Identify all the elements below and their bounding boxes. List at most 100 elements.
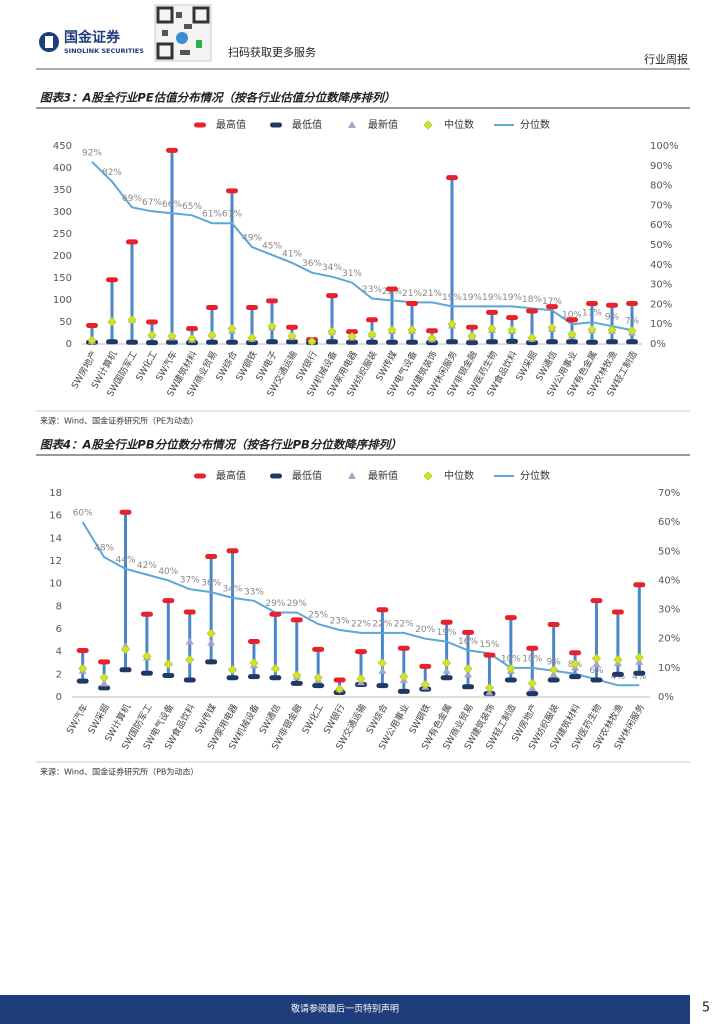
percentile-line <box>81 521 640 687</box>
y-tick-label: 0 <box>56 692 62 703</box>
percentile-label: 4% <box>611 672 626 682</box>
percentile-label: 36% <box>302 259 322 269</box>
max-marker <box>146 319 158 325</box>
max-marker <box>206 304 218 310</box>
max-marker <box>566 317 578 323</box>
median-marker <box>567 329 577 339</box>
percentile-label: 31% <box>342 269 362 279</box>
median-marker <box>549 665 559 675</box>
chart: 图表4：A股全行业PB分位数分布情况（按各行业PB分位数降序排列） 来源：Wind… <box>36 438 690 777</box>
percentile-label: 25% <box>308 611 328 621</box>
percentile-label: 33% <box>244 587 264 597</box>
median-marker <box>547 323 557 333</box>
percentile-label: 23% <box>362 285 382 295</box>
max-marker <box>462 629 475 635</box>
max-marker <box>483 652 496 658</box>
max-marker <box>162 598 175 604</box>
y2-tick-label: 20% <box>650 299 672 310</box>
median-marker <box>570 659 580 669</box>
max-marker <box>166 147 178 153</box>
min-marker <box>376 683 389 689</box>
min-marker <box>547 677 560 683</box>
logo-icon-inner <box>45 36 53 48</box>
y2-tick-label: 50% <box>650 240 672 251</box>
median-marker <box>292 670 302 681</box>
y2-tick-label: 90% <box>650 161 672 172</box>
min-marker <box>326 339 338 345</box>
y-tick-label: 150 <box>53 273 72 284</box>
header: 国金证券 SINOLINK SECURITIES 扫码获取更多服务 行业周报 <box>36 4 690 70</box>
y-tick-label: 200 <box>53 251 72 262</box>
min-marker <box>98 685 111 691</box>
percentile-label: 29% <box>287 599 307 609</box>
latest-marker <box>100 679 109 687</box>
percentile-label: 18% <box>522 295 542 305</box>
y-tick-label: 400 <box>53 163 72 174</box>
legend-label: 中位数 <box>444 469 474 482</box>
min-marker <box>366 339 378 345</box>
percentile-label: 49% <box>242 233 262 243</box>
median-marker <box>347 331 357 342</box>
percentile-label: 69% <box>122 194 142 204</box>
max-marker <box>355 649 367 655</box>
min-marker <box>611 671 624 677</box>
min-marker <box>266 339 278 345</box>
y2-tick-label: 50% <box>658 546 680 557</box>
max-marker <box>526 308 538 314</box>
min-marker <box>286 339 298 345</box>
legend-label: 最高值 <box>216 118 246 131</box>
legend-symbol <box>194 122 206 128</box>
qr-caption: 扫码获取更多服务 <box>228 45 316 59</box>
median-marker <box>267 321 277 331</box>
max-marker <box>205 553 218 559</box>
legend-label: 最低值 <box>292 469 322 482</box>
percentile-label: 23% <box>330 616 350 626</box>
min-marker <box>566 339 578 345</box>
percentile-label: 19% <box>482 293 502 303</box>
max-marker <box>290 617 303 623</box>
y2-tick-label: 100% <box>650 141 679 152</box>
max-marker <box>386 286 398 292</box>
median-marker <box>591 653 602 664</box>
y2-tick-label: 0% <box>658 692 674 703</box>
percentile-label: 22% <box>394 619 414 629</box>
max-marker <box>226 188 238 194</box>
min-marker <box>106 339 118 345</box>
y2-tick-label: 60% <box>658 517 680 528</box>
min-marker <box>504 677 517 683</box>
min-marker <box>166 339 178 345</box>
median-marker <box>377 658 387 668</box>
min-marker <box>462 684 475 690</box>
percentile-label: 41% <box>282 249 302 259</box>
median-marker <box>487 324 497 334</box>
median-marker <box>634 652 644 662</box>
max-marker <box>346 329 358 335</box>
median-marker <box>367 329 377 339</box>
max-marker <box>326 293 338 299</box>
median-marker <box>147 330 157 340</box>
median-marker <box>206 628 216 639</box>
max-marker <box>547 621 560 627</box>
y2-tick-label: 70% <box>650 200 672 211</box>
chart-title: 图表4：A股全行业PB分位数分布情况（按各行业PB分位数降序排列） <box>40 438 402 452</box>
percentile-label: 11% <box>582 309 602 319</box>
qr-code <box>154 4 212 62</box>
max-marker <box>419 663 432 669</box>
median-marker <box>447 319 457 329</box>
latest-marker <box>592 660 601 668</box>
min-marker <box>466 340 478 346</box>
source-note: 来源：Wind、国金证券研究所（PE为动态） <box>40 416 198 426</box>
percentile-label: 19% <box>442 293 462 303</box>
min-marker <box>183 677 196 683</box>
page-number: 5 <box>702 1001 710 1016</box>
y2-tick-label: 80% <box>650 181 672 192</box>
percentile-label: 21% <box>422 289 442 299</box>
y2-tick-label: 60% <box>650 220 672 231</box>
max-marker <box>333 677 346 683</box>
legend-label: 中位数 <box>444 118 474 131</box>
min-marker <box>226 675 239 681</box>
footer: 敬请参阅最后一页特别声明 5 <box>0 995 710 1024</box>
y2-tick-label: 10% <box>658 663 680 674</box>
percentile-label: 42% <box>137 561 157 571</box>
max-marker <box>86 323 98 329</box>
